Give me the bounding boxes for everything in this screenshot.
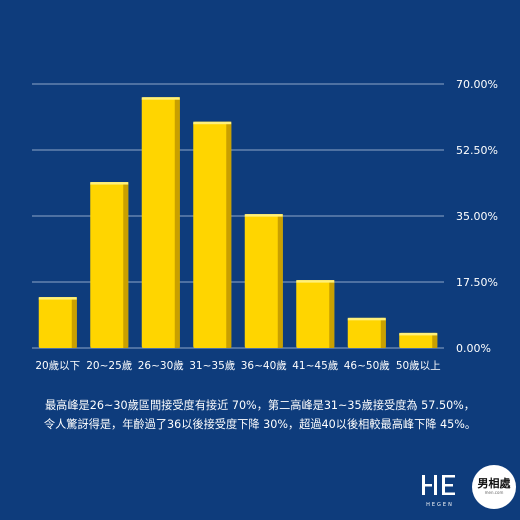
- bar-shade: [380, 317, 386, 348]
- bar-body: [193, 121, 232, 348]
- bar-highlight: [347, 317, 386, 321]
- x-axis-categories: 20歲以下 20~25歲 26~30歲 31~35歲 36~40歲 41~45歲 46~50…: [35, 359, 440, 372]
- bar-highlight: [399, 332, 438, 336]
- x-category-label: 20~25歲: [86, 359, 132, 372]
- bar: [244, 214, 283, 348]
- bar: [296, 280, 335, 348]
- y-axis-ticks: 0.00% 17.50% 35.00% 52.50% 70.00%: [456, 78, 498, 355]
- bar: [141, 97, 180, 348]
- bar-highlight: [38, 297, 77, 300]
- bars: [38, 97, 438, 348]
- seal-logo-subtext: men.com: [484, 490, 504, 495]
- bar-body: [141, 97, 180, 348]
- bar: [90, 182, 129, 348]
- caption-line-1: 最高峰是26~30歲區間接受度有接近 70%，第二高峰是31~35歲接受度為 5…: [44, 399, 475, 412]
- bar-chart: 0.00% 17.50% 35.00% 52.50% 70.00% 20歲以下 20~25…: [32, 78, 498, 372]
- caption-line-2: 令人驚訝得是，年齡過了36以後接受度下降 30%，超過40以後相較最高峰下降 4…: [43, 418, 477, 431]
- y-tick-label: 52.50%: [456, 144, 498, 157]
- hegen-logo-mark: [420, 473, 460, 501]
- bar-highlight: [141, 97, 180, 100]
- bar-shade: [174, 97, 180, 348]
- bar-shade: [432, 332, 438, 348]
- x-category-label: 20歲以下: [35, 359, 80, 372]
- x-category-label: 36~40歲: [241, 359, 287, 372]
- bar-body: [90, 182, 129, 348]
- bar-shade: [226, 121, 232, 348]
- x-category-label: 41~45歲: [292, 359, 338, 372]
- bar-highlight: [193, 121, 232, 125]
- bar-body: [38, 297, 77, 348]
- chart-caption: 最高峰是26~30歲區間接受度有接近 70%，第二高峰是31~35歲接受度為 5…: [0, 396, 520, 434]
- bar-body: [296, 280, 335, 348]
- hegen-logo: HEGEN: [420, 473, 460, 508]
- y-tick-label: 35.00%: [456, 210, 498, 223]
- bar: [399, 332, 438, 348]
- bar-body: [244, 214, 283, 348]
- bar-shade: [329, 280, 335, 348]
- seal-logo-text: 男相處: [477, 477, 511, 490]
- y-tick-label: 70.00%: [456, 78, 498, 91]
- bar: [347, 317, 386, 348]
- bar-body: [399, 332, 438, 348]
- x-category-label: 31~35歲: [189, 359, 235, 372]
- x-category-label: 50歲以上: [396, 359, 441, 372]
- x-category-label: 26~30歲: [138, 359, 184, 372]
- y-tick-label: 0.00%: [456, 342, 491, 355]
- bar-highlight: [296, 280, 335, 283]
- bar-highlight: [244, 214, 283, 217]
- bar-shade: [277, 214, 283, 348]
- bar: [38, 297, 77, 348]
- hegen-logo-sub: HEGEN: [426, 502, 454, 508]
- bar-shade: [71, 297, 77, 348]
- x-category-label: 46~50歲: [344, 359, 390, 372]
- bar-highlight: [90, 182, 129, 185]
- y-tick-label: 17.50%: [456, 276, 498, 289]
- bar: [193, 121, 232, 348]
- bar-body: [347, 317, 386, 348]
- bar-shade: [123, 182, 129, 348]
- seal-logo: 男相處 men.com: [472, 465, 516, 509]
